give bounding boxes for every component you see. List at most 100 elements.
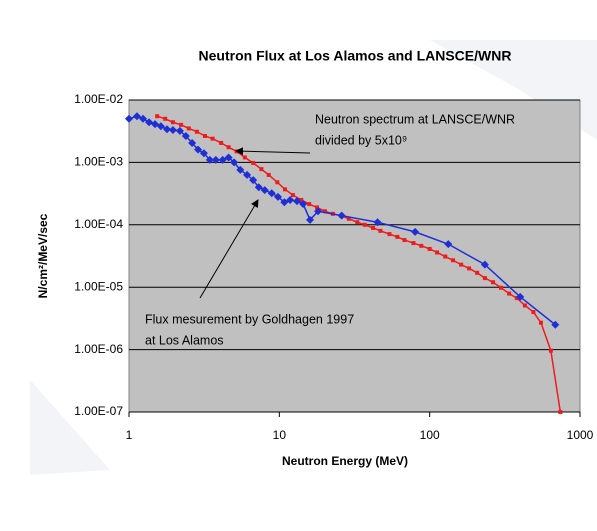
marker <box>282 187 287 192</box>
marker <box>275 180 280 185</box>
chart-title: Neutron Flux at Los Alamos and LANSCE/WN… <box>199 48 512 64</box>
marker <box>156 122 165 131</box>
marker <box>371 225 376 230</box>
marker <box>337 211 346 220</box>
marker <box>210 136 215 141</box>
y-tick-label: 1.00E-03 <box>74 155 123 169</box>
marker <box>402 238 407 243</box>
marker <box>491 280 496 285</box>
x-tick-label: 1 <box>126 428 133 442</box>
marker <box>427 246 432 251</box>
background-shape <box>30 380 110 475</box>
marker <box>249 176 258 185</box>
marker <box>236 165 245 174</box>
marker <box>299 197 304 202</box>
marker <box>522 303 527 308</box>
marker <box>163 116 168 121</box>
marker <box>558 410 563 414</box>
annotation: at Los Alamos <box>145 333 224 347</box>
marker <box>482 276 487 281</box>
marker <box>443 254 448 259</box>
marker <box>266 172 271 177</box>
marker <box>219 140 224 145</box>
marker <box>202 133 207 138</box>
x-tick-label: 1000 <box>567 428 594 442</box>
marker <box>498 285 503 290</box>
annotation: Neutron spectrum at LANSCE/WNR <box>315 112 515 126</box>
marker <box>188 138 197 147</box>
marker <box>286 195 295 204</box>
marker <box>274 192 283 201</box>
marker <box>378 228 383 233</box>
marker <box>132 112 141 121</box>
marker <box>373 218 382 227</box>
marker <box>145 118 154 127</box>
marker <box>218 155 227 164</box>
marker <box>251 160 256 165</box>
marker <box>387 232 392 237</box>
marker <box>243 170 252 179</box>
marker <box>226 145 231 150</box>
marker <box>290 193 295 198</box>
marker <box>292 197 301 206</box>
y-tick-label: 1.00E-04 <box>74 217 123 231</box>
background-shape <box>430 40 597 140</box>
marker <box>230 158 239 167</box>
marker <box>314 207 323 216</box>
marker <box>467 266 472 271</box>
annotation-arrow <box>199 199 259 299</box>
marker <box>260 186 269 195</box>
marker <box>475 270 480 275</box>
marker <box>314 205 319 210</box>
marker <box>459 262 464 267</box>
marker <box>551 320 560 329</box>
marker <box>516 292 525 301</box>
y-tick-label: 1.00E-05 <box>74 279 123 293</box>
y-tick-label: 1.00E-07 <box>74 404 123 418</box>
marker <box>205 155 214 164</box>
marker <box>186 126 191 131</box>
marker <box>411 227 420 236</box>
marker <box>435 250 440 255</box>
marker <box>480 260 489 269</box>
marker <box>451 258 456 263</box>
x-tick-label: 100 <box>420 428 440 442</box>
y-tick-label: 1.00E-06 <box>74 342 123 356</box>
marker <box>411 241 416 246</box>
marker <box>170 120 175 125</box>
annotation: Flux mesurement by Goldhagen 1997 <box>145 312 354 326</box>
marker <box>194 145 203 154</box>
x-tick-label: 10 <box>273 428 287 442</box>
marker <box>175 126 184 135</box>
y-tick-label: 1.00E-02 <box>74 92 123 106</box>
marker <box>224 153 233 162</box>
marker <box>168 126 177 135</box>
marker <box>346 216 351 221</box>
marker <box>163 125 172 134</box>
marker <box>419 243 424 248</box>
marker <box>507 291 512 296</box>
marker <box>254 183 263 192</box>
marker <box>155 114 160 119</box>
marker <box>307 202 312 207</box>
y-axis-label: N/cm²/MeV/sec <box>36 213 50 298</box>
marker <box>151 120 160 129</box>
marker <box>125 114 133 123</box>
marker <box>355 220 360 225</box>
marker <box>531 310 536 315</box>
marker <box>181 131 190 140</box>
marker <box>362 222 367 227</box>
marker <box>194 129 199 134</box>
marker <box>514 296 519 301</box>
annotation-arrow <box>235 147 311 156</box>
marker <box>211 155 220 164</box>
marker <box>139 114 148 123</box>
marker <box>395 234 400 239</box>
marker <box>199 149 208 158</box>
marker <box>299 200 308 209</box>
marker <box>259 167 264 172</box>
marker <box>280 198 289 207</box>
x-axis-label: Neutron Energy (MeV) <box>282 454 408 468</box>
annotation: divided by 5x10⁹ <box>315 133 407 147</box>
